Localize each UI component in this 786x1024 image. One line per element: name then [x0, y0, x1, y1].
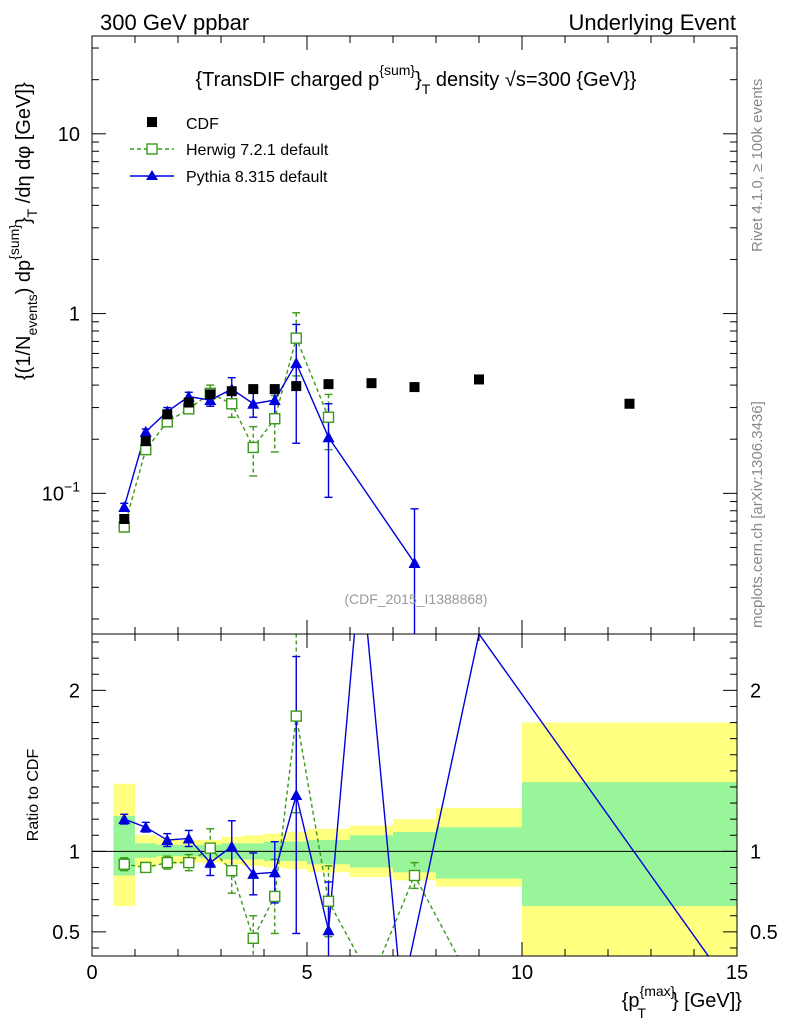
y-tick-label: 10 — [58, 124, 80, 146]
cdf-point — [183, 397, 194, 408]
ratio-plot-panel: 0 5 10 150.5 0.51 12 2 Ratio to CDF {p{max} T} … — [25, 633, 778, 1021]
source-label: mcplots.cern.ch [arXiv:1306.3436] — [749, 401, 766, 628]
cdf-point — [366, 378, 377, 389]
pythia-ratio-line — [124, 634, 710, 956]
pythia-line — [123, 361, 416, 564]
herwig-point — [290, 710, 302, 722]
ratio-y-tick-label: 1 — [69, 841, 80, 863]
uncertainty-band-green — [307, 840, 350, 865]
ratio-y-tick-label-right: 0.5 — [750, 922, 778, 944]
legend-entry-herwig: Herwig 7.2.1 default — [130, 142, 329, 159]
cdf-point — [269, 384, 280, 395]
uncertainty-band-green — [522, 782, 737, 907]
cdf-point — [226, 386, 237, 397]
cdf-point — [205, 389, 216, 400]
pythia-point — [118, 813, 131, 825]
pythia-point — [247, 867, 260, 879]
uncertainty-band-green — [178, 844, 200, 857]
pythia-point — [225, 840, 238, 852]
herwig-point — [247, 932, 259, 944]
pythia-point — [408, 556, 421, 568]
header-left: 300 GeV ppbar — [100, 10, 249, 35]
pythia-point — [268, 394, 281, 406]
y-tick-label: 1 — [69, 304, 80, 326]
pythia-point — [322, 924, 335, 936]
legend-marker-cdf — [147, 117, 157, 127]
cdf-point — [119, 513, 130, 524]
ratio-plot-axes: 0 5 10 150.5 0.51 12 2 — [52, 634, 778, 984]
herwig-point — [408, 869, 421, 882]
x-tick-label: 5 — [301, 962, 312, 984]
herwig-point — [226, 398, 238, 410]
pythia-point — [247, 397, 260, 409]
main-plot-marks — [118, 312, 635, 634]
rivet-label: Rivet 4.1.0, ≥ 100k events — [749, 79, 766, 252]
legend-label-pythia: Pythia 8.315 default — [186, 169, 328, 186]
legend-marker-pythia — [146, 170, 158, 180]
plot-title: {TransDIF charged p{sum}}T density √s=30… — [196, 62, 637, 97]
main-plot-panel: 10−1 1 10 {TransDIF charged p{sum}}T densi… — [6, 35, 738, 635]
pythia-point — [139, 821, 152, 833]
legend-entry-cdf: CDF — [147, 116, 219, 133]
legend-label-herwig: Herwig 7.2.1 default — [186, 142, 329, 159]
ratio-y-label: Ratio to CDF — [25, 749, 42, 842]
analysis-watermark: (CDF_2015_I1388868) — [344, 591, 487, 607]
pythia-point — [182, 832, 195, 844]
pythia-point — [290, 789, 303, 800]
ratio-plot-marks — [92, 634, 737, 956]
ratio-y-tick-label: 2 — [69, 680, 80, 702]
herwig-point — [269, 413, 281, 425]
herwig-point — [204, 842, 216, 854]
ratio-y-tick-label-right: 1 — [750, 841, 761, 863]
pythia-point — [139, 425, 152, 437]
legend-entry-pythia: Pythia 8.315 default — [130, 169, 328, 186]
main-plot-axes: 10−1 1 10 — [42, 36, 738, 634]
pythia-point — [161, 834, 174, 846]
cdf-point — [474, 374, 484, 385]
ratio-plot-frame — [91, 633, 738, 957]
cdf-point — [162, 409, 173, 420]
y-tick-label: 10−1 — [42, 478, 80, 505]
cdf-point — [291, 381, 302, 392]
herwig-point — [290, 332, 302, 344]
pythia-point — [204, 394, 217, 406]
x-axis-label: {p{max} T} [GeV]} — [622, 983, 743, 1021]
herwig-point — [183, 856, 195, 869]
cdf-point — [409, 382, 420, 393]
uncertainty-band-green — [135, 843, 157, 858]
x-tick-label: 0 — [86, 962, 97, 984]
x-tick-label: 15 — [726, 962, 748, 984]
x-tick-label: 10 — [511, 962, 533, 984]
cdf-point — [248, 384, 259, 395]
main-y-label: {(1/Nevents) dp{sum}}T /dη dφ [GeV]} — [6, 82, 40, 380]
legend: CDF Herwig 7.2.1 default Pythia 8.315 de… — [130, 116, 329, 186]
herwig-point — [322, 411, 335, 423]
herwig-point — [247, 441, 259, 454]
legend-marker-herwig — [146, 143, 158, 155]
cdf-point — [624, 398, 635, 409]
ratio-y-tick-label-right: 2 — [750, 680, 761, 702]
herwig-point — [161, 856, 173, 869]
pythia-point — [118, 500, 131, 512]
herwig-point — [226, 864, 238, 877]
pythia-point — [204, 856, 217, 868]
uncertainty-band-green — [436, 827, 522, 879]
pythia-point — [322, 431, 335, 443]
ratio-y-tick-label: 0.5 — [52, 922, 80, 944]
herwig-point — [322, 895, 335, 907]
herwig-point — [118, 858, 130, 870]
cdf-point — [323, 379, 334, 390]
herwig-point — [269, 890, 281, 903]
pythia-point — [290, 357, 303, 369]
uncertainty-band-green — [156, 844, 178, 857]
herwig-line — [123, 335, 330, 528]
cdf-point — [140, 436, 151, 447]
pythia-point — [268, 866, 281, 878]
herwig-point — [140, 861, 152, 874]
header-right: Underlying Event — [568, 10, 736, 35]
legend-label-cdf: CDF — [186, 116, 219, 133]
